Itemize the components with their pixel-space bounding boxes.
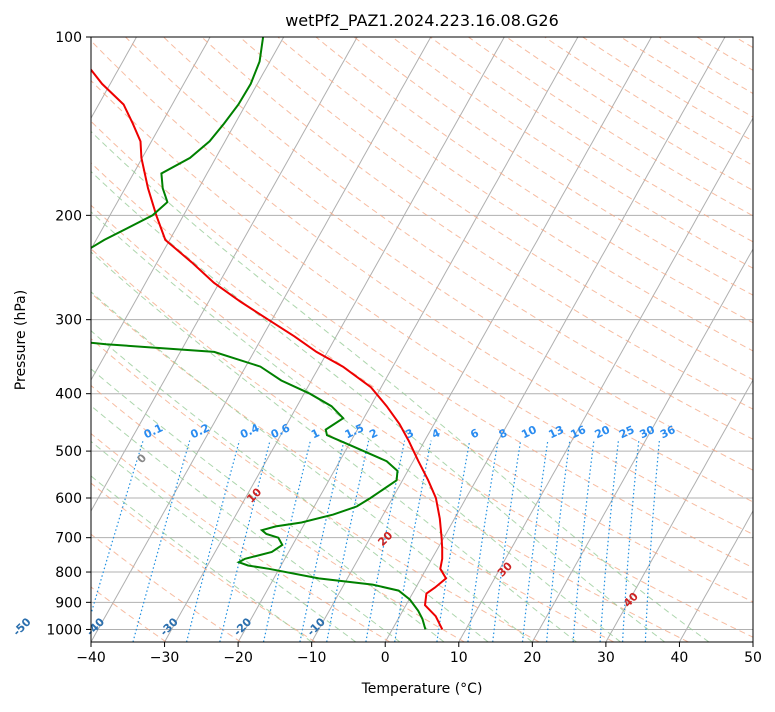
isotherm-line: [679, 37, 775, 642]
y-tick-label: 800: [55, 565, 82, 581]
mixing-ratio-label: 0.4: [238, 421, 261, 441]
dry-adiabat-line: [164, 37, 775, 642]
y-tick-label: 500: [55, 444, 82, 460]
mixing-ratio-label: 36: [658, 423, 678, 441]
y-tick-label: 700: [55, 531, 82, 547]
isotherm-line: [0, 37, 210, 642]
line-labels: 0.10.20.40.611.52346810131620253036-100-…: [0, 421, 678, 641]
mixing-ratio-label: 0.6: [269, 421, 292, 441]
mixing-ratio-line: [600, 441, 618, 642]
dry-adiabat-label: 10: [244, 485, 264, 505]
mixing-ratio-line: [468, 441, 498, 642]
mixing-ratio-line: [395, 441, 431, 642]
x-tick-label: −30: [150, 650, 180, 666]
isotherm-line: [0, 37, 63, 642]
dry-adiabat-label: 30: [495, 559, 515, 579]
x-tick-label: 20: [523, 650, 541, 666]
y-tick-label: 100: [55, 30, 82, 46]
x-tick-label: 10: [450, 650, 468, 666]
isotherm-line: [459, 37, 775, 642]
mixing-ratio-label: 0.2: [188, 421, 211, 441]
mixing-ratio-line: [645, 441, 659, 642]
dry-adiabat-line: [0, 37, 539, 642]
dry-adiabat-line: [87, 37, 775, 642]
chart-title: wetPf2_PAZ1.2024.223.16.08.G26: [285, 11, 559, 31]
mixing-ratio-line: [187, 441, 240, 642]
mixing-ratio-label: 3: [403, 426, 415, 441]
x-axis-label: Temperature (°C): [361, 681, 483, 697]
moist-adiabat-line: [0, 113, 577, 642]
y-tick-label: 1000: [46, 622, 82, 638]
x-tick-label: −40: [76, 650, 106, 666]
dry-adiabat-line: [0, 37, 775, 642]
isotherm-line: [312, 37, 652, 642]
mixing-ratio-label: 1.5: [343, 421, 366, 441]
y-tick-label: 600: [55, 491, 82, 507]
moist-adiabat-line: [0, 82, 621, 642]
dry-adiabat-label: 20: [375, 529, 395, 549]
mixing-ratio-label: 10: [519, 423, 539, 441]
dry-adiabat-line: [0, 37, 688, 642]
x-tick-label: 50: [744, 650, 762, 666]
isotherm-line: [165, 37, 505, 642]
mixing-ratio-label: 6: [468, 426, 481, 441]
dry-adiabat-line: [0, 37, 315, 642]
isotherm-line: [91, 37, 431, 642]
mixing-ratio-line: [83, 441, 143, 642]
dry-adiabat-line: [316, 37, 775, 642]
moist-adiabat-line: [0, 241, 356, 642]
mixing-ratio-label: 16: [569, 423, 589, 441]
x-tick-label: 30: [597, 650, 615, 666]
background-lines: [0, 37, 775, 642]
dry-adiabat-line: [202, 37, 775, 642]
dry-adiabat-label: 0: [135, 451, 150, 466]
x-tick-label: 40: [671, 650, 689, 666]
dry-adiabat-line: [659, 37, 775, 642]
isotherm-line: [606, 37, 775, 642]
mixing-ratio-label: 4: [430, 426, 443, 441]
dry-adiabat-line: [621, 37, 775, 642]
mixing-ratio-line: [220, 441, 270, 642]
mixing-ratio-line: [300, 441, 344, 642]
dry-adiabat-line: [0, 37, 763, 642]
y-axis-label: Pressure (hPa): [13, 290, 29, 390]
dry-adiabat-line: [0, 37, 390, 642]
plot-frame: [91, 37, 753, 642]
mixing-ratio-line: [573, 441, 594, 642]
dry-adiabat-label: 40: [621, 590, 641, 610]
y-tick-label: 900: [55, 595, 82, 611]
dry-adiabat-line: [49, 37, 775, 642]
moist-adiabat-line: [0, 60, 665, 642]
dry-adiabat-line: [126, 37, 775, 642]
y-tick-label: 300: [55, 313, 82, 329]
dry-adiabat-line: [507, 37, 775, 642]
x-tick-label: 0: [381, 650, 390, 666]
dry-adiabat-line: [354, 37, 775, 642]
isotherm-line: [753, 37, 775, 642]
dry-adiabat-label: -50: [10, 615, 33, 638]
isotherm-line: [385, 37, 725, 642]
dry-adiabat-line: [697, 37, 775, 642]
dry-adiabat-line: [0, 37, 241, 642]
mixing-ratio-label: 1: [309, 426, 321, 441]
mixing-ratio-label: 13: [547, 423, 566, 441]
mixing-ratio-label: 0.1: [142, 421, 165, 441]
x-tick-label: −10: [297, 650, 327, 666]
x-tick-label: −20: [223, 650, 253, 666]
mixing-ratio-line: [523, 441, 548, 642]
dry-adiabat-line: [545, 37, 775, 642]
y-tick-label: 400: [55, 387, 82, 403]
dry-adiabat-line: [735, 37, 775, 642]
y-tick-label: 200: [55, 208, 82, 224]
